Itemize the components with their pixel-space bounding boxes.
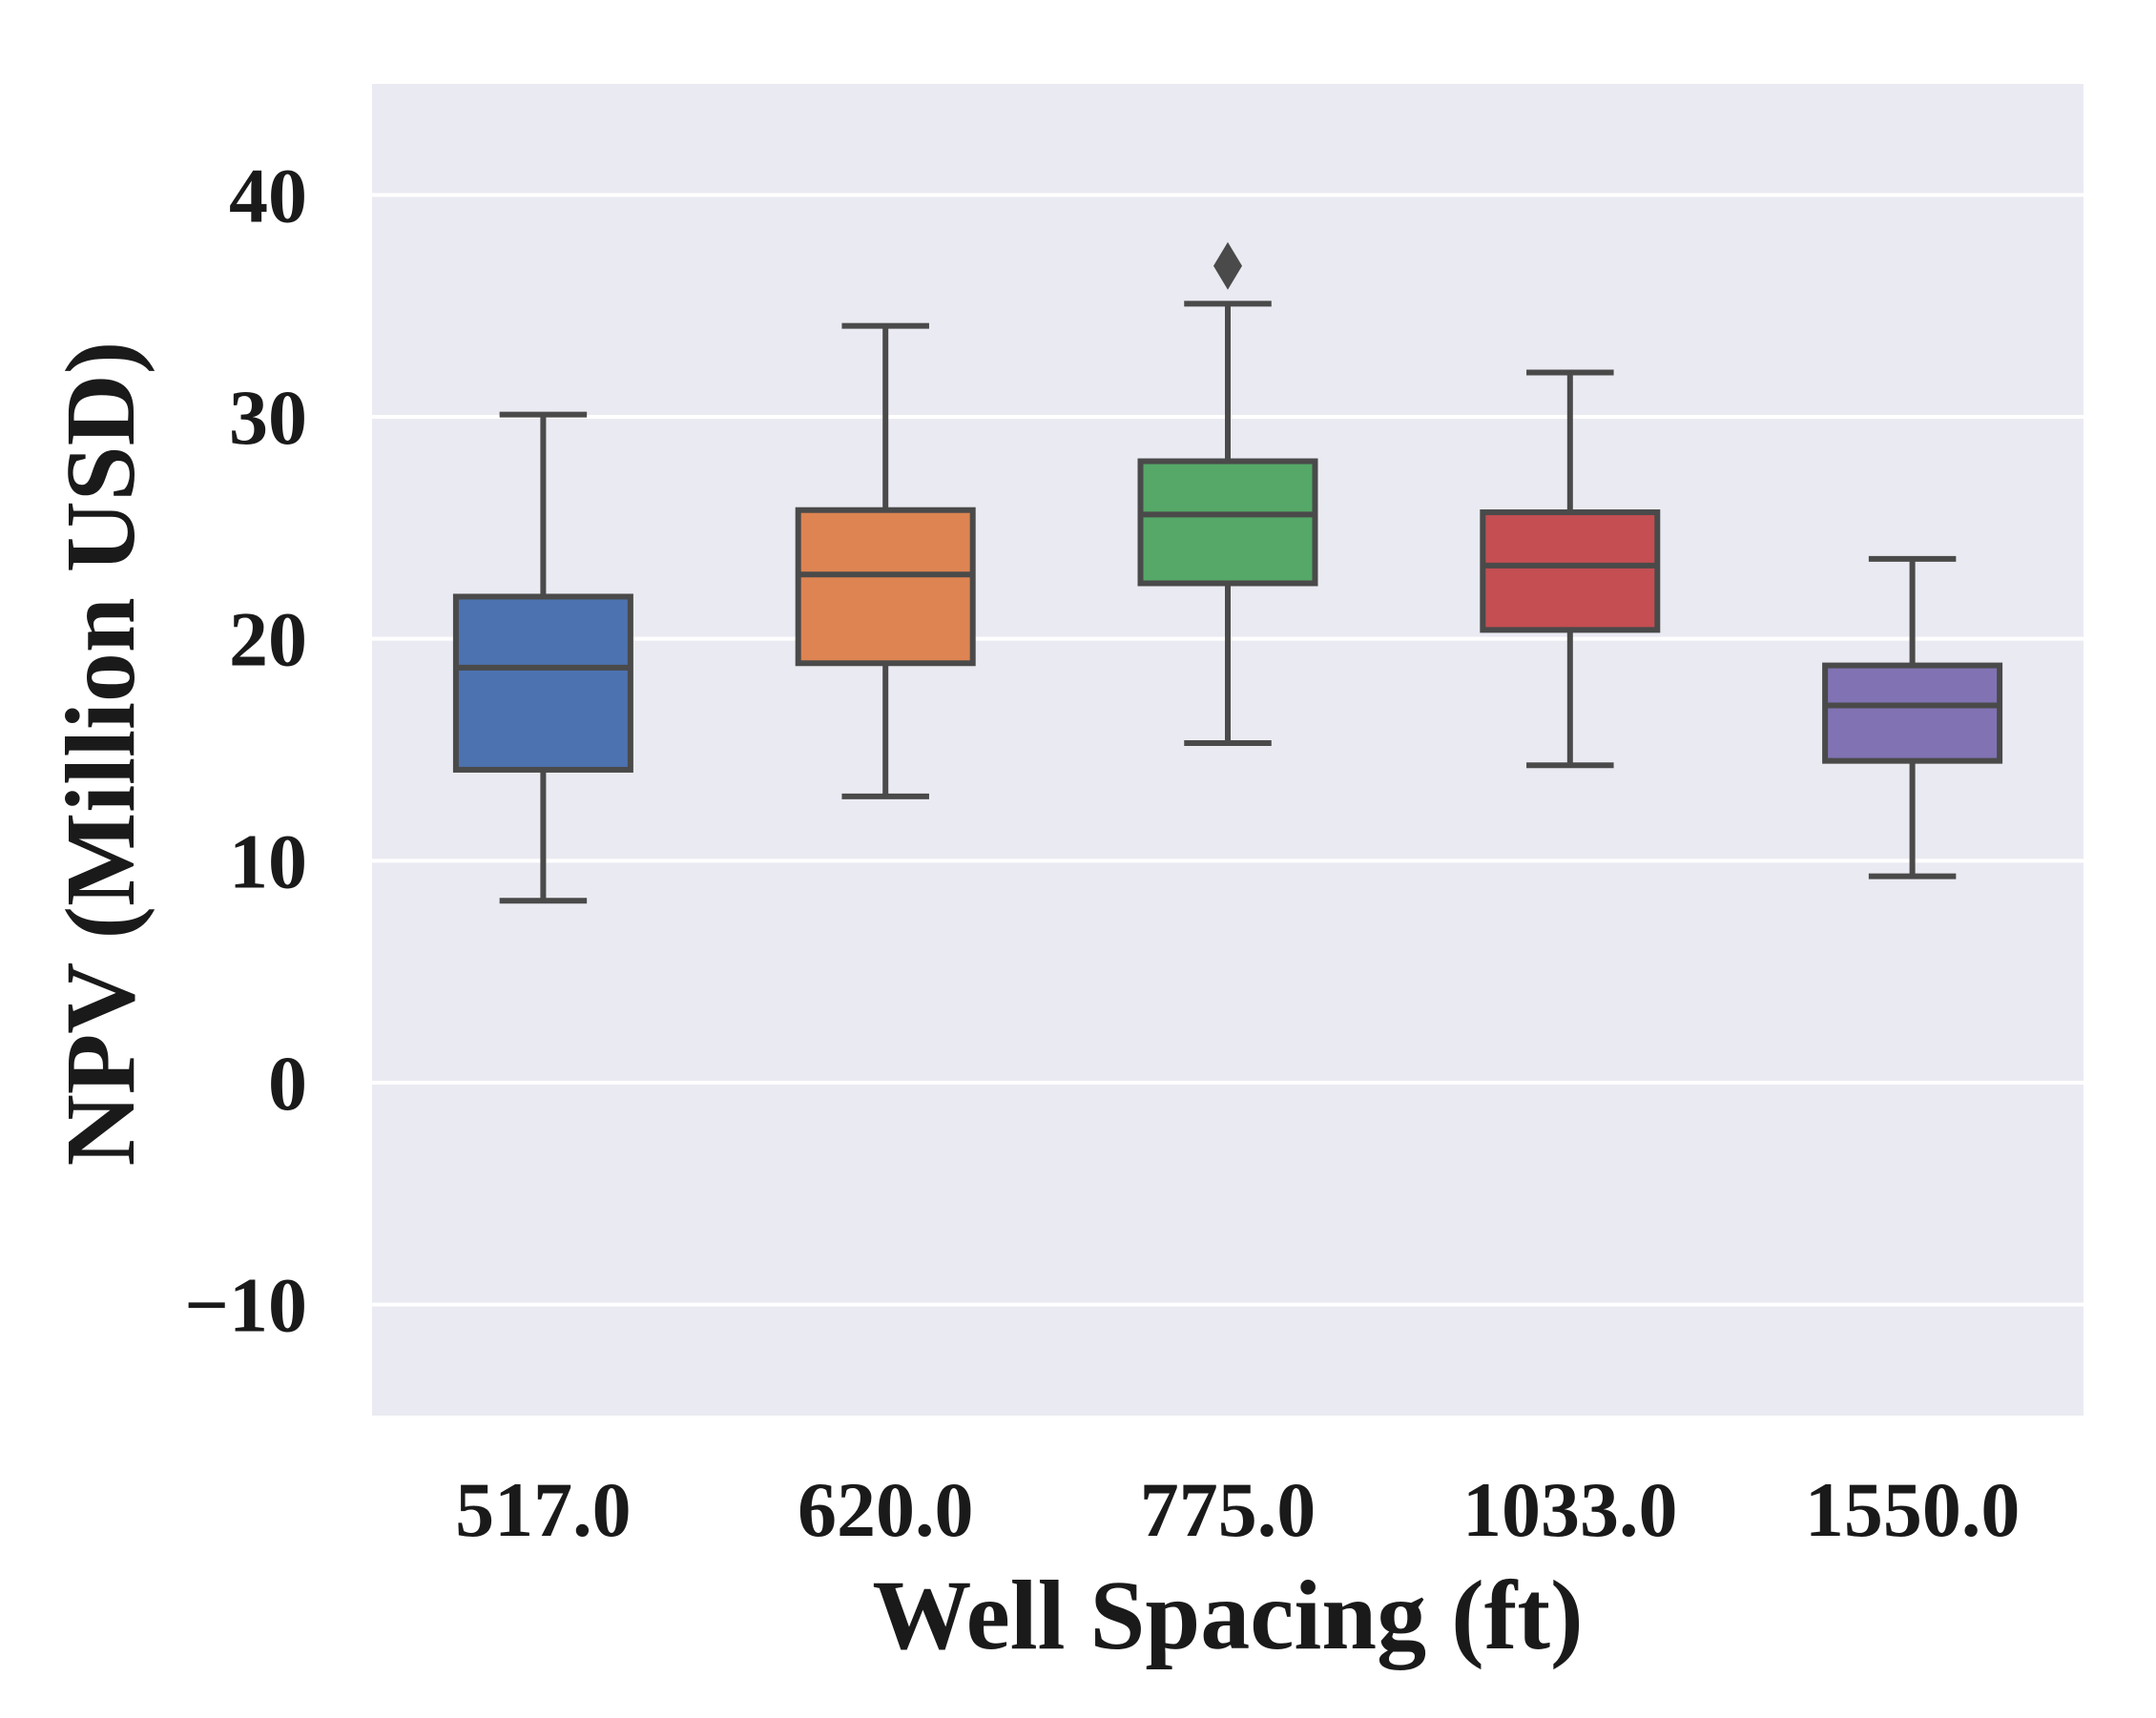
iqr-box-517.0 <box>452 593 633 773</box>
box-group-1033.0 <box>1480 369 1661 769</box>
box-group-775.0 <box>1137 241 1318 747</box>
iqr-box-1033.0 <box>1480 509 1661 633</box>
box-group-1550.0 <box>1822 555 2003 880</box>
y-axis-ticks: −10 0 10 20 30 40 <box>184 152 307 1348</box>
box-group-517.0 <box>452 411 633 904</box>
iqr-box-620.0 <box>795 507 976 667</box>
y-axis-title: NPV (Million USD) <box>46 342 155 1167</box>
x-axis-ticks: 517.0 620.0 775.0 1033.0 1550.0 <box>455 1466 2020 1553</box>
boxes <box>452 241 2003 904</box>
x-tick-label-620.0: 620.0 <box>798 1466 974 1553</box>
x-tick-label-1033.0: 1033.0 <box>1462 1466 1678 1553</box>
box-group-620.0 <box>795 322 976 799</box>
x-tick-label-1550.0: 1550.0 <box>1805 1466 2021 1553</box>
y-tick-label-40: 40 <box>229 152 307 238</box>
y-tick-label-10: 10 <box>229 818 307 904</box>
iqr-box-775.0 <box>1137 458 1318 587</box>
x-tick-label-775.0: 775.0 <box>1140 1466 1316 1553</box>
y-tick-label-30: 30 <box>229 374 307 461</box>
iqr-box-1550.0 <box>1822 662 2003 764</box>
y-tick-label-20: 20 <box>229 596 307 683</box>
x-axis-title: Well Spacing (ft) <box>872 1561 1583 1670</box>
y-tick-label--10: −10 <box>184 1262 307 1349</box>
x-tick-label-517.0: 517.0 <box>455 1466 632 1553</box>
y-tick-label-0: 0 <box>268 1040 307 1127</box>
outlier-marker-775.0-0 <box>1213 241 1242 290</box>
